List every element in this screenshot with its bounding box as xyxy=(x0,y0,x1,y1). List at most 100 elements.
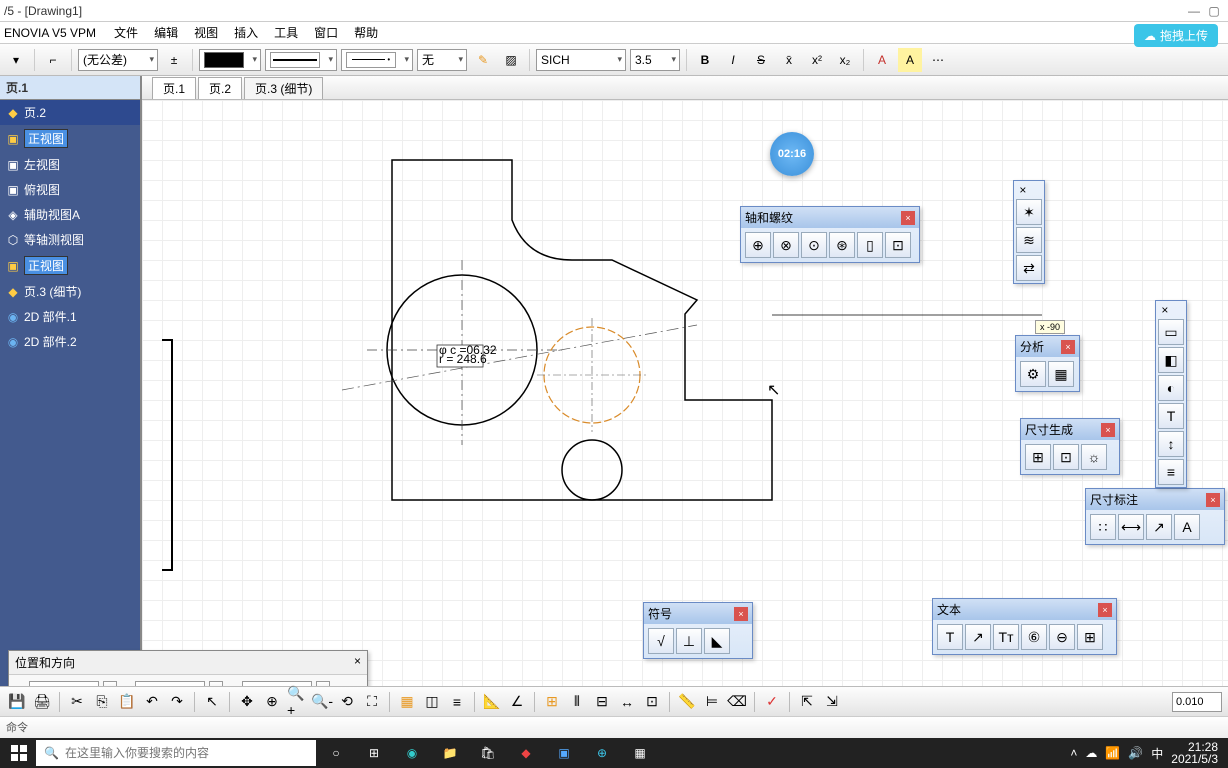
tolerance-dropdown[interactable]: (无公差) xyxy=(78,49,158,71)
dimannot-btn-4[interactable]: A xyxy=(1174,514,1200,540)
tree-item-frontview2[interactable]: ▣ 正视图 xyxy=(0,252,140,279)
export-icon[interactable]: ⇱ xyxy=(796,691,818,713)
vertical-toolbar-1[interactable]: × ✶ ≋ ⇄ xyxy=(1013,180,1045,284)
menu-insert[interactable]: 插入 xyxy=(226,24,266,41)
page-tab-1[interactable]: 页.1 xyxy=(152,77,196,99)
vertical-toolbar-2[interactable]: × ▭ ◧ ◐ T ↕ ≡ xyxy=(1155,300,1187,488)
panel-text[interactable]: 文本× T ↗ Tᴛ ⑥ ⊖ ⊞ xyxy=(932,598,1117,655)
txt-btn-2[interactable]: ↗ xyxy=(965,624,991,650)
edge-icon[interactable]: ◉ xyxy=(394,738,430,768)
linetype-dropdown[interactable]: • xyxy=(341,49,413,71)
panel-symbol[interactable]: 符号× √ ⊥ ◣ xyxy=(643,602,753,659)
tray-date[interactable]: 2021/5/3 xyxy=(1171,753,1218,765)
axis-btn-6[interactable]: ⊡ xyxy=(885,232,911,258)
layer-icon[interactable]: ≡ xyxy=(446,691,468,713)
close-icon[interactable]: × xyxy=(1101,423,1115,437)
taskbar-search[interactable]: 🔍 xyxy=(36,740,316,766)
dim-icon[interactable]: ↔ xyxy=(616,691,638,713)
close-icon[interactable]: × xyxy=(1206,493,1220,507)
vt2-5[interactable]: ↕ xyxy=(1158,431,1184,457)
axis-btn-1[interactable]: ⊕ xyxy=(745,232,771,258)
page-tab-2[interactable]: 页.2 xyxy=(198,77,242,99)
move-icon[interactable]: ✥ xyxy=(236,691,258,713)
tray-chevron-icon[interactable]: ˄ xyxy=(1070,746,1077,760)
sym-btn-2[interactable]: ⊥ xyxy=(676,628,702,654)
search-input[interactable] xyxy=(65,746,308,760)
zoomout-icon[interactable]: 🔍- xyxy=(311,691,333,713)
tree-item-topview[interactable]: ▣ 俯视图 xyxy=(0,177,140,202)
txt-btn-6[interactable]: ⊞ xyxy=(1077,624,1103,650)
close-icon[interactable]: × xyxy=(1161,303,1168,317)
mark-icon[interactable]: ⊨ xyxy=(701,691,723,713)
tree-item-isoview[interactable]: ⬡ 等轴测视图 xyxy=(0,227,140,252)
tray-ime[interactable]: 中 xyxy=(1151,745,1163,762)
tray-wifi-icon[interactable]: 📶 xyxy=(1105,746,1120,760)
linetype2-dropdown[interactable]: 无 xyxy=(417,49,467,71)
lineweight-dropdown[interactable] xyxy=(265,49,337,71)
tree-item-page2[interactable]: ◆ 页.2 xyxy=(0,100,140,125)
clear-icon[interactable]: ⌫ xyxy=(726,691,748,713)
start-button[interactable] xyxy=(4,738,34,768)
dimannot-btn-2[interactable]: ⟷ xyxy=(1118,514,1144,540)
close-icon[interactable]: × xyxy=(1098,603,1112,617)
tool-button[interactable]: ⌐ xyxy=(41,48,65,72)
axis-btn-5[interactable]: ▯ xyxy=(857,232,883,258)
axis-btn-3[interactable]: ⊙ xyxy=(801,232,827,258)
vt2-2[interactable]: ◧ xyxy=(1158,347,1184,373)
cortana-icon[interactable]: ○ xyxy=(318,738,354,768)
hatch-icon[interactable]: ▨ xyxy=(499,48,523,72)
rotate-icon[interactable]: ⟲ xyxy=(336,691,358,713)
strike-button[interactable]: S xyxy=(749,48,773,72)
menu-file[interactable]: 文件 xyxy=(106,24,146,41)
txt-btn-3[interactable]: Tᴛ xyxy=(993,624,1019,650)
explorer-icon[interactable]: 📁 xyxy=(432,738,468,768)
menu-window[interactable]: 窗口 xyxy=(306,24,346,41)
page-tab-3[interactable]: 页.3 (细节) xyxy=(244,77,323,99)
measure-icon[interactable]: 📐 xyxy=(481,691,503,713)
close-icon[interactable]: × xyxy=(1019,183,1026,197)
sym-btn-1[interactable]: √ xyxy=(648,628,674,654)
print-icon[interactable]: 🖨 xyxy=(31,691,53,713)
vt2-4[interactable]: T xyxy=(1158,403,1184,429)
vt2-1[interactable]: ▭ xyxy=(1158,319,1184,345)
tree-item-page3[interactable]: ◆ 页.3 (细节) xyxy=(0,279,140,304)
tree-item-leftview[interactable]: ▣ 左视图 xyxy=(0,152,140,177)
copy-icon[interactable]: ⎘ xyxy=(91,691,113,713)
vbtn-1[interactable]: ✶ xyxy=(1016,199,1042,225)
axis-btn-4[interactable]: ⊛ xyxy=(829,232,855,258)
vbtn-2[interactable]: ≋ xyxy=(1016,227,1042,253)
super-button[interactable]: x² xyxy=(805,48,829,72)
grid2-icon[interactable]: ⊞ xyxy=(541,691,563,713)
vbtn-3[interactable]: ⇄ xyxy=(1016,255,1042,281)
menu-view[interactable]: 视图 xyxy=(186,24,226,41)
brush-icon[interactable]: ✎ xyxy=(471,48,495,72)
undo-icon[interactable]: ↶ xyxy=(141,691,163,713)
panel-axis-thread[interactable]: 轴和螺纹× ⊕ ⊗ ⊙ ⊛ ▯ ⊡ xyxy=(740,206,920,263)
tree-item-frontview[interactable]: ▣ 正视图 xyxy=(0,125,140,152)
analysis-btn-2[interactable]: ▦ xyxy=(1048,361,1074,387)
dimgen-btn-3[interactable]: ☼ xyxy=(1081,444,1107,470)
analysis-btn-1[interactable]: ⚙ xyxy=(1020,361,1046,387)
dimgen-btn-2[interactable]: ⊡ xyxy=(1053,444,1079,470)
redo-icon[interactable]: ↷ xyxy=(166,691,188,713)
minimize-button[interactable]: — xyxy=(1184,4,1204,18)
tray-volume-icon[interactable]: 🔊 xyxy=(1128,746,1143,760)
grid-icon[interactable]: ▦ xyxy=(396,691,418,713)
save-icon[interactable]: 💾 xyxy=(6,691,28,713)
taskview-icon[interactable]: ⊞ xyxy=(356,738,392,768)
tray-cloud-icon[interactable]: ☁ xyxy=(1085,746,1097,760)
panel-dim-gen[interactable]: 尺寸生成× ⊞ ⊡ ☼ xyxy=(1020,418,1120,475)
font-dropdown[interactable]: SICH xyxy=(536,49,626,71)
angle-icon[interactable]: ∠ xyxy=(506,691,528,713)
const-icon[interactable]: ⊡ xyxy=(641,691,663,713)
tree-item-2dpart1[interactable]: ◉ 2D 部件.1 xyxy=(0,304,140,329)
app-icon-1[interactable]: ◆ xyxy=(508,738,544,768)
menu-edit[interactable]: 编辑 xyxy=(146,24,186,41)
check-icon[interactable]: ✓ xyxy=(761,691,783,713)
text-highlight-button[interactable]: A xyxy=(898,48,922,72)
txt-btn-1[interactable]: T xyxy=(937,624,963,650)
upload-button[interactable]: ☁ 拖拽上传 xyxy=(1134,24,1218,47)
menu-tools[interactable]: 工具 xyxy=(266,24,306,41)
color-dropdown[interactable] xyxy=(199,49,261,71)
cut-icon[interactable]: ✂ xyxy=(66,691,88,713)
